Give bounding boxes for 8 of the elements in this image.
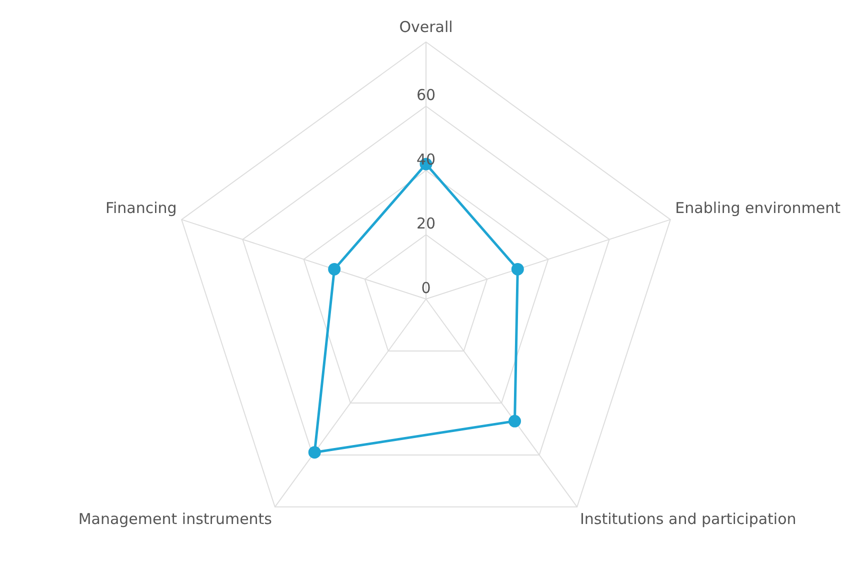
- spoke-label: Overall: [399, 18, 453, 36]
- spoke-label: Management instruments: [78, 510, 272, 528]
- y-tick-label: 20: [416, 214, 436, 233]
- y-tick-label: 60: [416, 86, 436, 104]
- spoke-label: Financing: [105, 198, 177, 217]
- spoke-label: Institutions and participation: [580, 510, 796, 528]
- y-tick-label: 0: [421, 278, 431, 297]
- spoke-label: Enabling environment: [675, 198, 841, 217]
